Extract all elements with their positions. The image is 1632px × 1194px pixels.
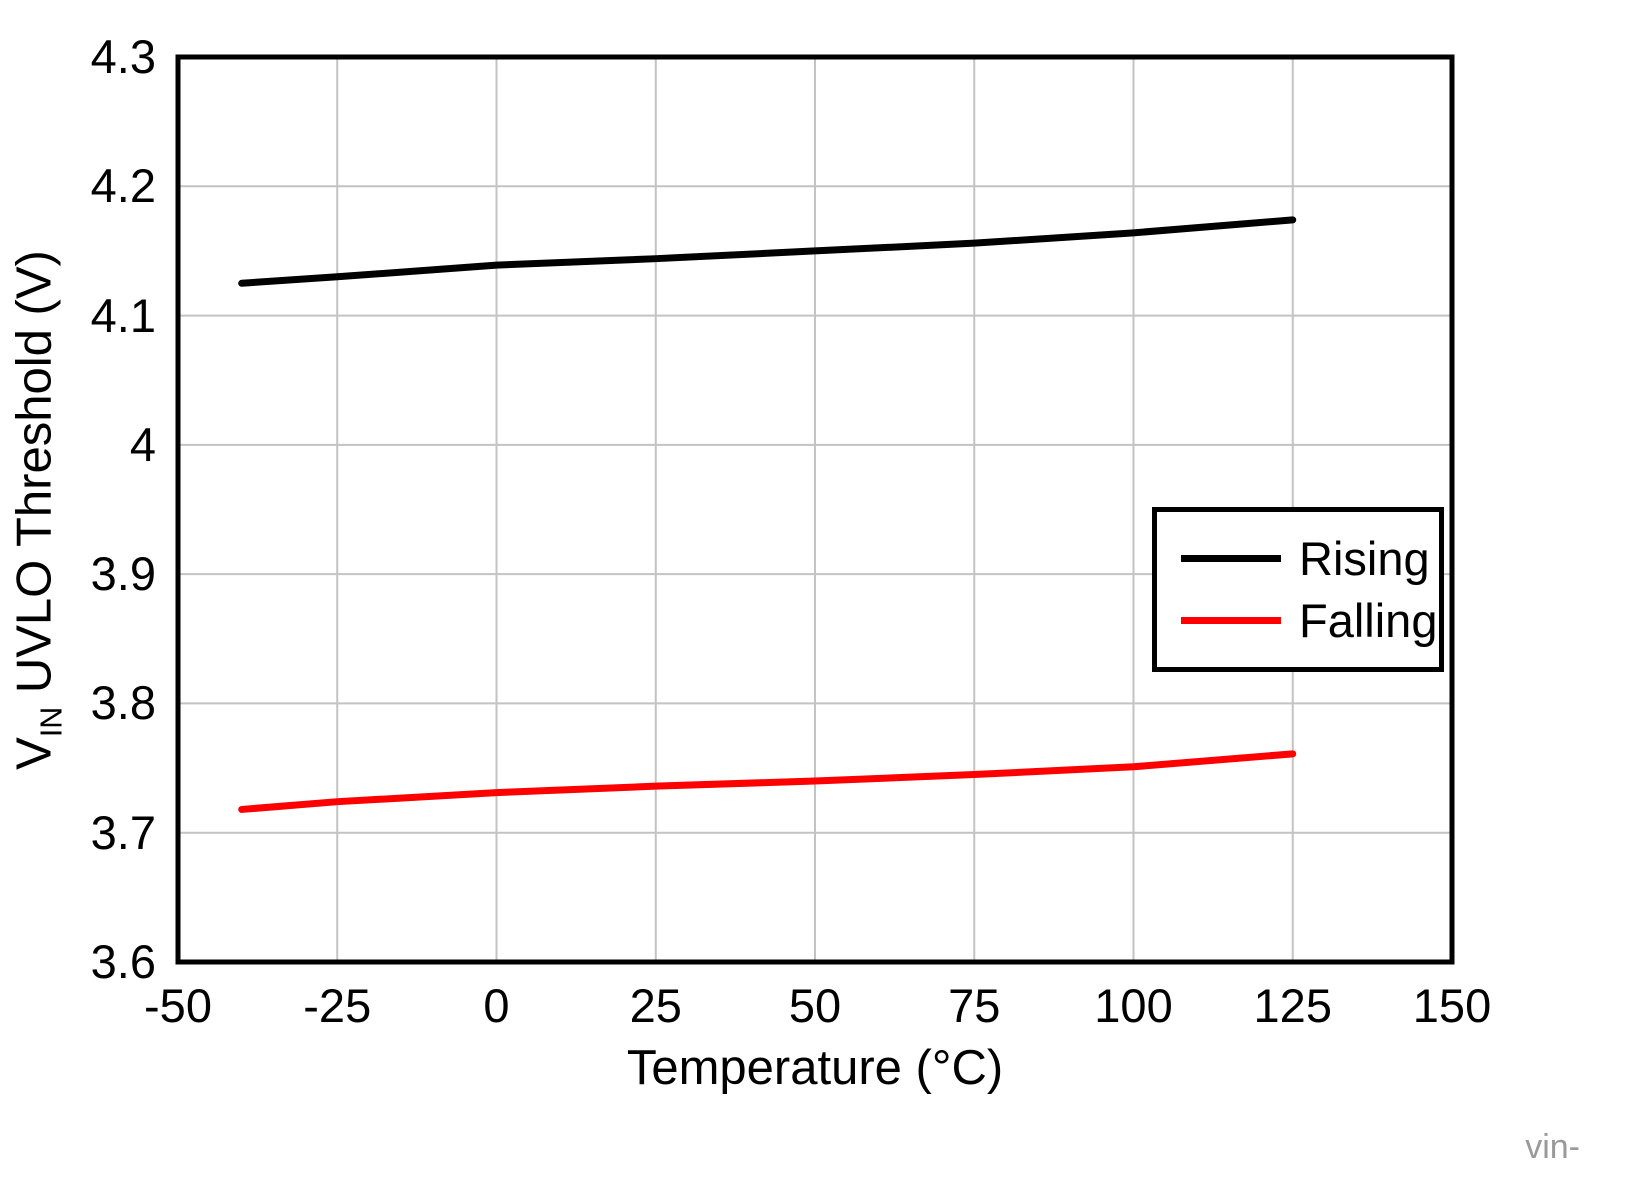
x-axis-tick-label: 75 bbox=[948, 979, 1001, 1032]
y-axis-tick-label: 4 bbox=[129, 417, 156, 471]
x-axis-tick-label: 150 bbox=[1412, 979, 1492, 1032]
y-axis-tick-label: 3.9 bbox=[90, 547, 156, 601]
y-axis-tick-label: 4.1 bbox=[90, 288, 156, 342]
legend-swatch-falling bbox=[1181, 617, 1281, 624]
y-axis-tick-label: 3.8 bbox=[90, 676, 156, 730]
y-axis-tick-label: 4.3 bbox=[90, 30, 156, 83]
x-axis-tick-label: -50 bbox=[144, 979, 212, 1032]
series-line-rising bbox=[238, 216, 1297, 287]
x-axis-tick-labels: -50 -25 0 25 50 75 100 125 150 bbox=[0, 978, 1632, 1038]
x-axis-tick-label: 125 bbox=[1253, 979, 1332, 1032]
x-axis-tick-label: -25 bbox=[303, 979, 372, 1032]
y-axis-title: VIN UVLO Threshold (V) bbox=[7, 250, 70, 770]
x-axis-tick-label: 100 bbox=[1094, 979, 1173, 1032]
y-axis-tick-label: 3.7 bbox=[90, 805, 156, 859]
watermark-text: vin- bbox=[1525, 1128, 1580, 1166]
x-axis-tick-label: 25 bbox=[629, 979, 682, 1032]
series-line-falling bbox=[238, 750, 1297, 813]
legend-swatch-rising bbox=[1181, 555, 1281, 562]
y-axis-tick-label: 3.6 bbox=[90, 935, 156, 988]
y-axis-tick-label: 4.2 bbox=[90, 159, 156, 213]
legend-label-rising: Rising bbox=[1299, 531, 1430, 585]
x-axis-tick-label: 0 bbox=[483, 979, 510, 1032]
y-axis-title-post: UVLO Threshold (V) bbox=[7, 250, 62, 707]
plot-frame bbox=[175, 54, 1455, 965]
legend-item-rising: Rising bbox=[1181, 531, 1439, 585]
legend-item-falling: Falling bbox=[1181, 593, 1439, 647]
y-axis-title-pre: V bbox=[7, 737, 62, 770]
legend: Rising Falling bbox=[1152, 507, 1444, 672]
y-axis-tick-labels: 3.6 3.7 3.8 3.9 4 4.1 4.2 4.3 bbox=[0, 0, 156, 1194]
x-axis-tick-label: 50 bbox=[788, 979, 842, 1032]
x-axis-title: Temperature (°C) bbox=[626, 1041, 1004, 1095]
legend-label-falling: Falling bbox=[1299, 593, 1438, 647]
y-axis-title-sub: IN bbox=[34, 706, 69, 738]
